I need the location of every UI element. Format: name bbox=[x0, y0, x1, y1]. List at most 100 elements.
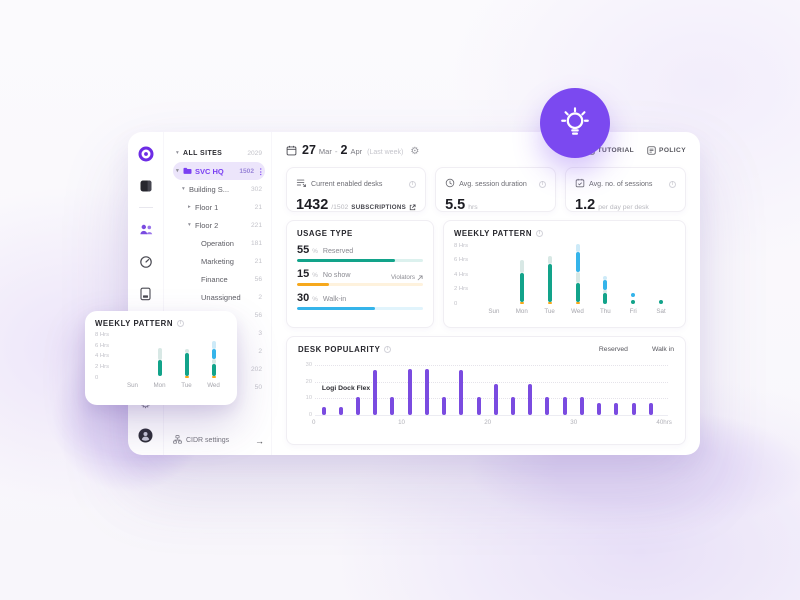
tree-item-svc-hq[interactable]: ▾ SVC HQ 1502 bbox=[173, 162, 265, 180]
tutorial-label: TUTORIAL bbox=[597, 146, 635, 154]
desk-bar bbox=[424, 368, 429, 415]
bar-segment bbox=[211, 358, 216, 364]
gridline bbox=[315, 398, 668, 400]
sync-logo-icon[interactable] bbox=[134, 143, 157, 164]
policy-doc-icon bbox=[647, 145, 656, 155]
stat-value: 1432 bbox=[296, 197, 329, 213]
tree-item-row-10[interactable]: 3 bbox=[173, 324, 265, 342]
tree-item-building-s[interactable]: ▾ Building S... 302 bbox=[173, 180, 265, 198]
cidr-settings-button[interactable]: CIDR settings → bbox=[173, 435, 264, 446]
subscriptions-link[interactable]: SUBSCRIPTIONS bbox=[351, 204, 416, 211]
x-axis-label: 30 bbox=[570, 419, 578, 426]
desk-bar bbox=[373, 370, 378, 415]
y-axis-label: 6 Hrs bbox=[95, 342, 110, 349]
tree-item-label: Marketing bbox=[201, 256, 234, 266]
bar-segment bbox=[157, 359, 162, 377]
y-axis-label: 20 bbox=[305, 378, 312, 385]
tree-item-all-sites[interactable]: ▾ ALL SITES 2029 bbox=[173, 144, 265, 162]
legend-reserved-checkbox[interactable]: Reserved bbox=[587, 345, 628, 354]
bar-segment bbox=[575, 301, 580, 304]
y-axis-label: 6 Hrs bbox=[454, 257, 469, 264]
desk-bar bbox=[597, 403, 602, 415]
tree-item-count: 1502 bbox=[239, 167, 254, 175]
tree-item-count: 2029 bbox=[247, 149, 262, 157]
y-axis-label: 4 Hrs bbox=[95, 353, 110, 360]
info-icon[interactable] bbox=[409, 180, 417, 188]
info-icon[interactable] bbox=[669, 180, 676, 188]
tree-item-count: 302 bbox=[250, 185, 262, 193]
bar-segment bbox=[547, 255, 552, 264]
caret-icon: ▾ bbox=[188, 222, 191, 228]
x-axis-label: Fri bbox=[629, 308, 637, 315]
bar-segment bbox=[575, 252, 580, 272]
tree-item-unassigned[interactable]: Unassigned50 bbox=[173, 378, 265, 396]
kiosk-icon[interactable] bbox=[134, 283, 157, 304]
desk-bar bbox=[459, 370, 464, 415]
divider bbox=[138, 207, 153, 208]
people-icon[interactable] bbox=[134, 219, 157, 240]
bar-segment bbox=[519, 260, 524, 274]
lightbulb-icon bbox=[561, 107, 589, 135]
policy-label: POLICY bbox=[659, 146, 686, 154]
stats-row: Current enabled desks 1432 /1502 SUBSCRI… bbox=[286, 167, 686, 213]
tree-item-count: 181 bbox=[250, 239, 262, 247]
usage-row-head: 30% Walk-in bbox=[297, 292, 423, 304]
tree-item-row-9[interactable]: 56 bbox=[173, 306, 265, 324]
info-icon[interactable] bbox=[384, 346, 392, 353]
date-range-picker[interactable]: 27 Mar - 2 Apr (Last week) bbox=[286, 143, 403, 157]
tree-item-count: 221 bbox=[250, 221, 262, 229]
tree-item-marketing[interactable]: Marketing 21 bbox=[173, 252, 265, 270]
bar-segment bbox=[184, 353, 189, 377]
x-axis-label: Thu bbox=[600, 308, 611, 315]
icon-sidebar bbox=[127, 132, 164, 455]
tree-item-floor-2[interactable]: ▾ Floor 2 221 bbox=[173, 216, 265, 234]
legend-walkin-label: Walk in bbox=[651, 346, 674, 353]
info-icon[interactable] bbox=[177, 320, 185, 327]
stat-suffix: hrs bbox=[468, 204, 478, 211]
desk-bar bbox=[356, 396, 361, 415]
tree-item-floor-1[interactable]: ▸ Floor 1 21 bbox=[173, 198, 265, 216]
tree-item-label: Floor 2 bbox=[195, 220, 219, 230]
activity-icon[interactable] bbox=[134, 251, 157, 272]
tree-item-label: SVC HQ bbox=[195, 166, 224, 176]
tree-item-operation[interactable]: Operation 181 bbox=[173, 234, 265, 252]
policy-button[interactable]: POLICY bbox=[647, 145, 686, 155]
bar-segment bbox=[547, 263, 552, 303]
desk-popularity-card: DESK POPULARITY Reserved Walk in 30 20 10 0 bbox=[286, 336, 686, 445]
bar-segment bbox=[575, 271, 580, 283]
violators-label: Violators bbox=[391, 274, 415, 281]
bar-segment bbox=[211, 363, 216, 376]
spaces-icon[interactable] bbox=[134, 175, 157, 196]
legend-walkin-checkbox[interactable]: Walk in bbox=[640, 345, 674, 354]
site-tree: ▾ ALL SITES 2029 ▾ SVC HQ 1502 ▾ Building S... 3… bbox=[173, 144, 265, 396]
tree-item-label: Operation bbox=[201, 238, 234, 248]
bar-segment bbox=[547, 302, 552, 305]
bar-segment bbox=[211, 348, 216, 359]
x-axis-label: 0 bbox=[312, 419, 316, 426]
tree-item-row-11[interactable]: 2 bbox=[173, 342, 265, 360]
desk-bar bbox=[631, 403, 636, 415]
usage-type-card: USAGE TYPE 55% Reserved 15% No show 30% Walk-… bbox=[286, 220, 434, 328]
desk-bar bbox=[511, 396, 516, 415]
stat-title: Avg. no. of sessions bbox=[589, 180, 653, 188]
usage-type-title: USAGE TYPE bbox=[297, 229, 353, 238]
info-icon[interactable] bbox=[539, 180, 547, 188]
y-axis-label: 4 Hrs bbox=[454, 271, 469, 278]
user-avatar[interactable] bbox=[134, 425, 157, 446]
date-range-note: (Last week) bbox=[367, 149, 404, 156]
tree-item-unassigned[interactable]: Unassigned 2 bbox=[173, 288, 265, 306]
tree-item-label: Unassigned bbox=[201, 292, 241, 302]
violators-link[interactable]: Violators bbox=[391, 274, 423, 281]
tree-item-row-12[interactable]: 202 bbox=[173, 360, 265, 378]
tree-item-count: 56 bbox=[254, 311, 262, 319]
tree-item-finance[interactable]: Finance 56 bbox=[173, 270, 265, 288]
kebab-menu-icon[interactable] bbox=[257, 167, 265, 176]
info-icon[interactable] bbox=[536, 230, 544, 237]
usage-label: Walk-in bbox=[322, 295, 347, 303]
tree-item-count: 50 bbox=[254, 383, 262, 391]
desk-popularity-chart: 30 20 10 0 0 10 20 30 40hrs Logi Dock Flex bbox=[306, 362, 672, 426]
y-axis-label: 0 bbox=[95, 375, 99, 381]
date-settings-gear-icon[interactable] bbox=[410, 141, 419, 159]
calendar-icon bbox=[286, 145, 297, 156]
tree-item-label: Floor 1 bbox=[195, 202, 219, 212]
